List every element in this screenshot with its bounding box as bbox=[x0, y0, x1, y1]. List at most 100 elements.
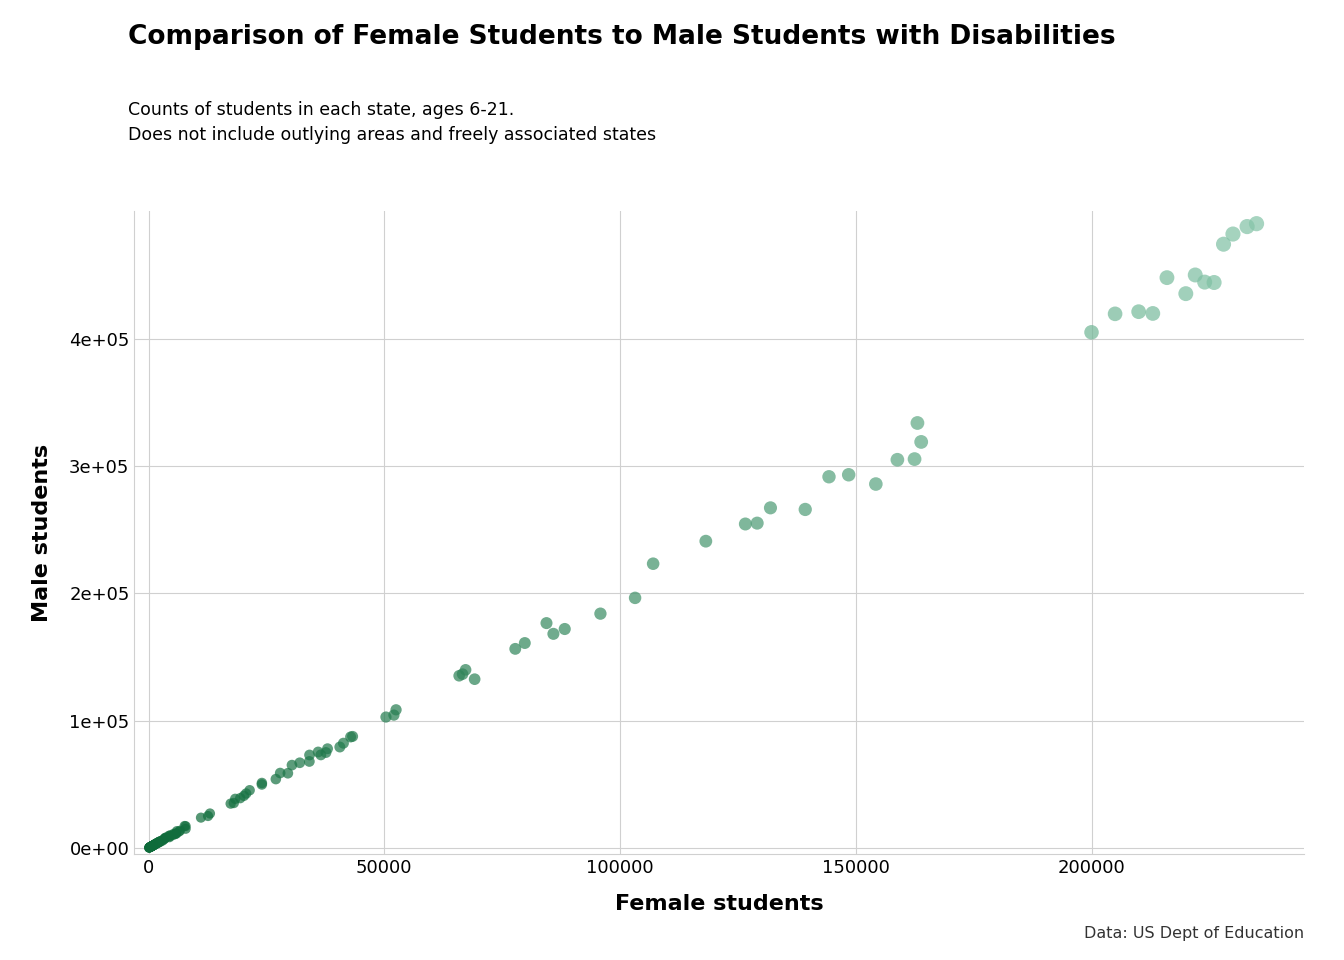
Point bbox=[152, 833, 173, 849]
Point bbox=[142, 837, 164, 852]
Point bbox=[308, 744, 329, 759]
Text: Comparison of Female Students to Male Students with Disabilities: Comparison of Female Students to Male St… bbox=[128, 24, 1116, 50]
Point bbox=[907, 416, 929, 431]
Point bbox=[151, 833, 172, 849]
Point bbox=[145, 836, 167, 852]
Point bbox=[155, 829, 176, 845]
Point bbox=[140, 839, 161, 854]
Point bbox=[251, 776, 273, 791]
Point bbox=[175, 819, 196, 834]
Point bbox=[140, 839, 161, 854]
Point bbox=[269, 765, 290, 780]
Point bbox=[1222, 227, 1243, 242]
Point bbox=[141, 838, 163, 853]
Point bbox=[149, 834, 171, 850]
Point bbox=[333, 735, 355, 751]
Point bbox=[198, 808, 219, 824]
Point bbox=[141, 838, 163, 853]
Point bbox=[141, 838, 163, 853]
Point bbox=[140, 839, 161, 854]
Point bbox=[163, 826, 184, 841]
Point bbox=[141, 838, 163, 853]
Point bbox=[310, 747, 332, 762]
Point bbox=[141, 839, 163, 854]
Point bbox=[140, 839, 161, 854]
Point bbox=[536, 615, 558, 631]
Point bbox=[140, 839, 161, 854]
Point bbox=[140, 839, 161, 854]
Point bbox=[887, 452, 909, 468]
Point bbox=[173, 818, 195, 833]
Point bbox=[142, 837, 164, 852]
Point bbox=[138, 840, 160, 855]
Point bbox=[375, 709, 396, 725]
Point bbox=[298, 754, 320, 769]
Point bbox=[141, 839, 163, 854]
Point bbox=[146, 836, 168, 852]
Point bbox=[1175, 286, 1196, 301]
Y-axis label: Male students: Male students bbox=[32, 444, 52, 622]
Point bbox=[144, 837, 165, 852]
Point bbox=[159, 829, 180, 845]
Point bbox=[155, 830, 176, 846]
Point bbox=[142, 837, 164, 852]
Point bbox=[504, 641, 526, 657]
Point bbox=[625, 590, 646, 606]
Point bbox=[818, 469, 840, 485]
Point bbox=[140, 839, 161, 854]
Point bbox=[642, 556, 664, 571]
Point bbox=[224, 791, 246, 806]
Text: Counts of students in each state, ages 6-21.
Does not include outlying areas and: Counts of students in each state, ages 6… bbox=[128, 101, 656, 144]
Point bbox=[234, 788, 255, 804]
Point bbox=[144, 837, 165, 852]
Point bbox=[735, 516, 757, 532]
Point bbox=[220, 796, 242, 811]
Point bbox=[138, 840, 160, 855]
Point bbox=[141, 838, 163, 853]
Text: Data: US Dept of Education: Data: US Dept of Education bbox=[1083, 925, 1304, 941]
Point bbox=[223, 795, 245, 810]
Point bbox=[141, 838, 163, 853]
Point bbox=[794, 502, 816, 517]
Point bbox=[277, 765, 298, 780]
Point bbox=[759, 500, 781, 516]
Point bbox=[153, 831, 175, 847]
Point bbox=[554, 621, 575, 636]
Point bbox=[141, 838, 163, 853]
Point bbox=[746, 516, 767, 531]
Point bbox=[199, 805, 220, 821]
Point bbox=[590, 606, 612, 621]
Point bbox=[167, 824, 188, 839]
Point bbox=[340, 730, 362, 745]
Point bbox=[169, 823, 191, 838]
Point bbox=[144, 837, 165, 852]
Point bbox=[1246, 216, 1267, 231]
Point bbox=[159, 828, 180, 843]
Point bbox=[164, 827, 185, 842]
Point bbox=[140, 839, 161, 854]
Point bbox=[910, 434, 931, 449]
Point bbox=[230, 790, 251, 805]
Point bbox=[329, 739, 351, 755]
Point bbox=[155, 830, 176, 846]
Point bbox=[289, 756, 310, 771]
Point bbox=[138, 840, 160, 855]
Point bbox=[145, 836, 167, 852]
Point bbox=[146, 835, 168, 851]
Point bbox=[1212, 236, 1234, 252]
Point bbox=[141, 838, 163, 853]
Point bbox=[145, 836, 167, 852]
Point bbox=[144, 837, 165, 852]
Point bbox=[148, 835, 169, 851]
Point bbox=[153, 831, 175, 847]
Point bbox=[1128, 304, 1149, 320]
Point bbox=[1203, 275, 1224, 290]
Point bbox=[159, 828, 180, 844]
Point bbox=[145, 836, 167, 852]
Point bbox=[341, 729, 363, 744]
Point bbox=[1156, 270, 1177, 285]
Point bbox=[165, 826, 187, 841]
Point bbox=[138, 840, 160, 855]
Point bbox=[464, 671, 485, 686]
Point bbox=[140, 839, 161, 854]
